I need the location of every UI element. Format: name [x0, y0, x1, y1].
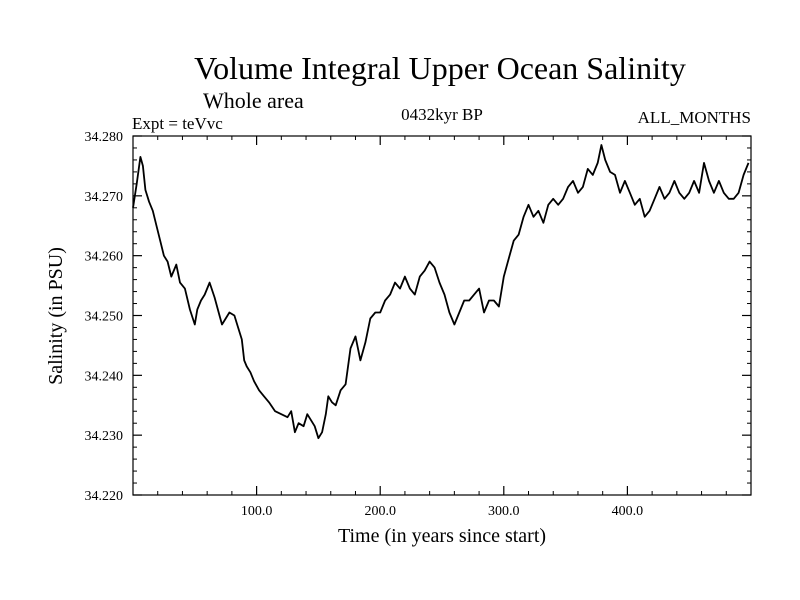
y-tick-label: 34.260 [85, 250, 124, 265]
y-tick-label: 34.250 [85, 310, 124, 325]
y-tick-label: 34.220 [85, 489, 124, 504]
x-tick-label: 100.0 [241, 504, 273, 519]
y-tick-label: 34.230 [85, 429, 124, 444]
experiment-label: Expt = teVvc [132, 114, 223, 133]
x-tick-label: 200.0 [364, 504, 396, 519]
x-axis-ticks: 100.0 200.0 300.0 400.0 [241, 136, 643, 519]
period-label: 0432kyr BP [401, 105, 483, 124]
months-label: ALL_MONTHS [638, 108, 751, 127]
y-axis-ticks: 34.220 34.230 34.240 34.250 34.260 34.270 34.2… [85, 130, 751, 504]
chart-title: Volume Integral Upper Ocean Salinity [194, 50, 686, 86]
salinity-series-line [132, 144, 750, 440]
y-tick-label: 34.280 [85, 130, 124, 145]
minor-ticks [133, 136, 751, 495]
y-tick-label: 34.270 [85, 190, 124, 205]
y-axis-label: Salinity (in PSU) [45, 247, 67, 385]
x-axis-label: Time (in years since start) [338, 525, 546, 547]
y-tick-label: 34.240 [85, 369, 124, 384]
chart-subtitle: Whole area [203, 88, 304, 113]
x-tick-label: 300.0 [488, 504, 520, 519]
x-tick-label: 400.0 [612, 504, 644, 519]
